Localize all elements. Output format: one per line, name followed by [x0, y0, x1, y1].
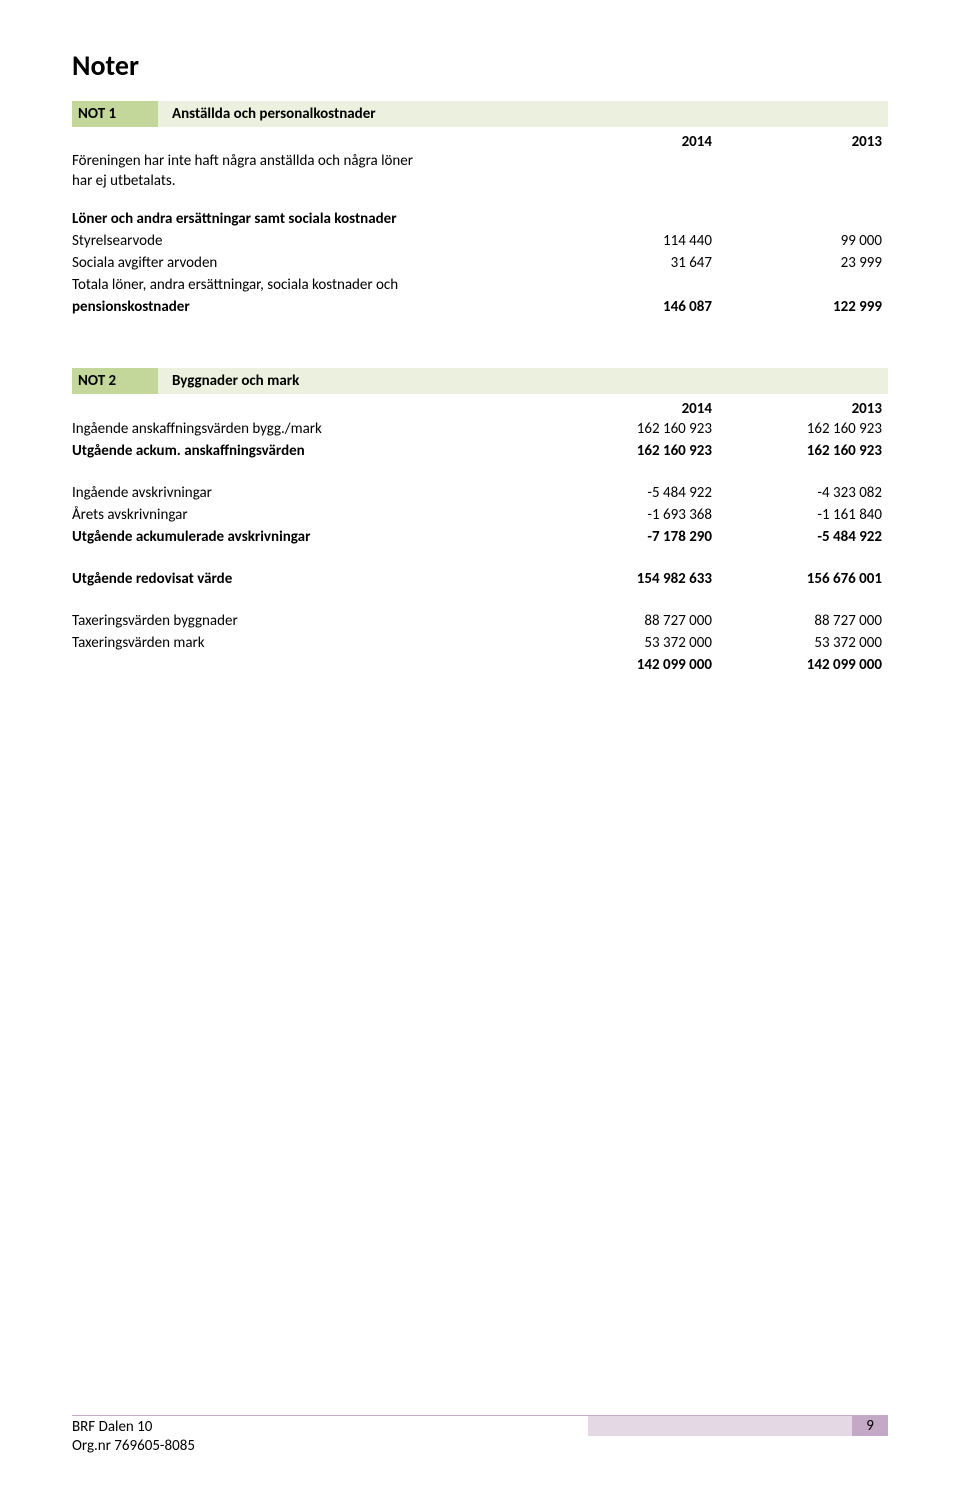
footer-strip: [588, 1416, 852, 1436]
table-row-total: 142 099 000 142 099 000: [72, 654, 888, 676]
note2-number: NOT 2: [72, 368, 158, 394]
note2-year2: 2013: [718, 400, 888, 418]
table-row-total: pensionskostnader 146 087 122 999: [72, 296, 888, 318]
row-label: Ingående avskrivningar: [72, 482, 548, 504]
row-label: [72, 654, 548, 676]
note1-year1: 2014: [548, 133, 718, 151]
row-value: 23 999: [718, 252, 888, 274]
row-value: -4 323 082: [718, 482, 888, 504]
row-value: 154 982 633: [548, 568, 718, 590]
note2-block4: Taxeringsvärden byggnader 88 727 000 88 …: [72, 610, 888, 676]
row-label: Taxeringsvärden byggnader: [72, 610, 548, 632]
page-title: Noter: [72, 48, 888, 83]
footer-org-nr: Org.nr 769605-8085: [72, 1437, 888, 1455]
table-row: Taxeringsvärden mark 53 372 000 53 372 0…: [72, 632, 888, 654]
note1-body-line1: Föreningen har inte haft några anställda…: [72, 152, 413, 170]
footer-org-name: BRF Dalen 10: [72, 1416, 588, 1436]
table-row: Sociala avgifter arvoden 31 647 23 999: [72, 252, 888, 274]
note1-body: Föreningen har inte haft några anställda…: [72, 151, 888, 192]
note2-block1: Ingående anskaffningsvärden bygg./mark 1…: [72, 418, 888, 462]
row-value: 162 160 923: [718, 440, 888, 462]
page-footer: BRF Dalen 10 9 Org.nr 769605-8085: [72, 1415, 888, 1455]
row-label: Utgående ackumulerade avskrivningar: [72, 526, 548, 548]
row-value: 53 372 000: [548, 632, 718, 654]
row-label: Sociala avgifter arvoden: [72, 252, 548, 274]
row-label: Årets avskrivningar: [72, 504, 548, 526]
table-row: Totala löner, andra ersättningar, social…: [72, 274, 888, 296]
row-value: -7 178 290: [548, 526, 718, 548]
row-value: -5 484 922: [548, 482, 718, 504]
row-label: Utgående ackum. anskaffningsvärden: [72, 440, 548, 462]
row-value: -1 161 840: [718, 504, 888, 526]
table-row-total: Utgående redovisat värde 154 982 633 156…: [72, 568, 888, 590]
note2-block3: Utgående redovisat värde 154 982 633 156…: [72, 568, 888, 590]
note1-number: NOT 1: [72, 101, 158, 127]
row-label: Taxeringsvärden mark: [72, 632, 548, 654]
row-value: 88 727 000: [718, 610, 888, 632]
note1-year2: 2013: [718, 133, 888, 151]
row-value: 156 676 001: [718, 568, 888, 590]
row-value: 114 440: [548, 230, 718, 252]
row-label: Totala löner, andra ersättningar, social…: [72, 274, 548, 296]
row-label: Styrelsearvode: [72, 230, 548, 252]
row-value: 122 999: [718, 296, 888, 318]
table-row: Ingående anskaffningsvärden bygg./mark 1…: [72, 418, 888, 440]
row-value: 162 160 923: [718, 418, 888, 440]
note2-title: Byggnader och mark: [158, 368, 888, 394]
note1-title: Anställda och personalkostnader: [158, 101, 888, 127]
row-value: 31 647: [548, 252, 718, 274]
note1-header: NOT 1 Anställda och personalkostnader: [72, 101, 888, 127]
row-value: -1 693 368: [548, 504, 718, 526]
note2-year-row: 2014 2013: [72, 400, 888, 418]
row-value: 142 099 000: [718, 654, 888, 676]
row-value: -5 484 922: [718, 526, 888, 548]
row-label: Utgående redovisat värde: [72, 568, 548, 590]
table-row: Årets avskrivningar -1 693 368 -1 161 84…: [72, 504, 888, 526]
table-row-total: Utgående ackum. anskaffningsvärden 162 1…: [72, 440, 888, 462]
table-row: Taxeringsvärden byggnader 88 727 000 88 …: [72, 610, 888, 632]
row-label: pensionskostnader: [72, 296, 548, 318]
row-label: Ingående anskaffningsvärden bygg./mark: [72, 418, 548, 440]
note2-year1: 2014: [548, 400, 718, 418]
row-value: 99 000: [718, 230, 888, 252]
note1-table: Styrelsearvode 114 440 99 000 Sociala av…: [72, 230, 888, 318]
row-value: 162 160 923: [548, 418, 718, 440]
note2-header: NOT 2 Byggnader och mark: [72, 368, 888, 394]
row-value: 142 099 000: [548, 654, 718, 676]
footer-page-number: 9: [852, 1416, 888, 1436]
table-row-total: Utgående ackumulerade avskrivningar -7 1…: [72, 526, 888, 548]
row-value: 146 087: [548, 296, 718, 318]
row-value: 53 372 000: [718, 632, 888, 654]
row-value: 162 160 923: [548, 440, 718, 462]
note1-subheading: Löner och andra ersättningar samt social…: [72, 210, 888, 228]
row-value: 88 727 000: [548, 610, 718, 632]
note1-body-line2: har ej utbetalats.: [72, 172, 176, 190]
note1-year-row: 2014 2013: [72, 133, 888, 151]
table-row: Styrelsearvode 114 440 99 000: [72, 230, 888, 252]
table-row: Ingående avskrivningar -5 484 922 -4 323…: [72, 482, 888, 504]
note2-block2: Ingående avskrivningar -5 484 922 -4 323…: [72, 482, 888, 548]
